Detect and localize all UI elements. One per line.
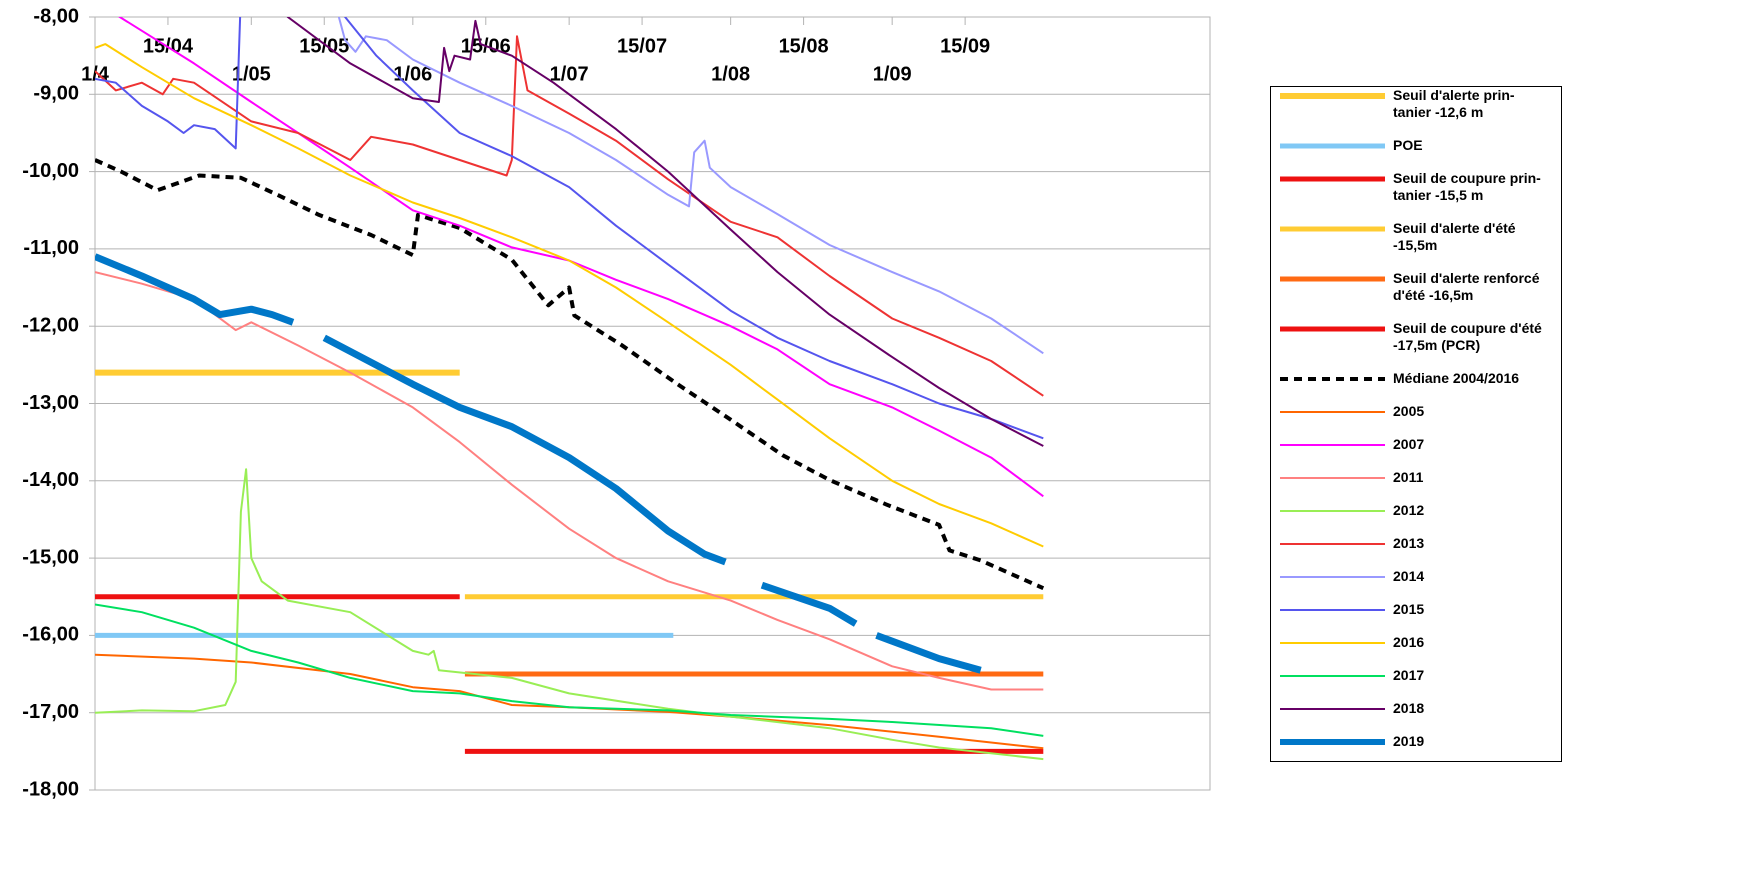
legend-swatch (1280, 510, 1385, 512)
legend-label: 2005 (1393, 403, 1425, 419)
series-line (95, 271, 1044, 691)
series-line (117, 17, 1044, 498)
legend-swatch (1280, 739, 1385, 745)
legend-item: Seuil de coupure d'été -17,5m (PCR) (1271, 320, 1561, 370)
legend-item: 2011 (1271, 469, 1561, 502)
legend-swatch (1280, 543, 1385, 545)
series-line (337, 17, 1044, 355)
series-line (95, 253, 295, 326)
y-tick-label: -15,00 (22, 546, 79, 568)
legend-item: Seuil d'alerte prin- tanier -12,6 m (1271, 87, 1561, 137)
legend-swatch (1280, 276, 1385, 282)
legend-swatch (1280, 444, 1385, 446)
legend-label: 2007 (1393, 436, 1425, 452)
series-line (875, 632, 982, 674)
series-line (95, 653, 1044, 750)
legend-item: 2014 (1271, 568, 1561, 601)
legend-label: Seuil de coupure prin- tanier -15,5 m (1393, 170, 1541, 203)
legend-item: 2015 (1271, 601, 1561, 634)
legend-item: 2013 (1271, 535, 1561, 568)
x-tick-label: 15/05 (299, 35, 349, 57)
legend-label: Seuil de coupure d'été -17,5m (PCR) (1393, 320, 1542, 353)
series-line (322, 334, 727, 566)
legend-label: POE (1393, 137, 1423, 153)
legend-label: 2016 (1393, 634, 1425, 650)
legend-swatch (1280, 411, 1385, 413)
x-tick-label: 15/08 (779, 35, 829, 57)
series-line (95, 158, 1045, 591)
legend-item: 2007 (1271, 436, 1561, 469)
series-line (95, 17, 1044, 440)
y-tick-label: -16,00 (22, 624, 79, 646)
series-line (95, 603, 1044, 737)
legend-item: 2018 (1271, 700, 1561, 733)
x-tick-label: 1/08 (711, 63, 750, 85)
legend-label: 2011 (1393, 469, 1424, 485)
y-tick-label: -10,00 (22, 160, 79, 182)
legend-label: 2014 (1393, 568, 1425, 584)
legend-item: 2005 (1271, 403, 1561, 436)
y-tick-label: -17,00 (22, 701, 79, 723)
x-tick-label: 15/09 (940, 35, 990, 57)
x-tick-label: 1/07 (550, 63, 589, 85)
legend-swatch (1280, 176, 1385, 182)
legend-swatch (1280, 326, 1385, 332)
legend-swatch (1280, 93, 1385, 99)
series-line (95, 468, 1044, 761)
legend-item: Seuil de coupure prin- tanier -15,5 m (1271, 170, 1561, 220)
legend-swatch (1280, 477, 1385, 479)
legend-label: Seuil d'alerte renforcé d'été -16,5m (1393, 270, 1540, 303)
legend-label: 2015 (1393, 601, 1425, 617)
legend-label: Seuil d'alerte prin- tanier -12,6 m (1393, 87, 1515, 120)
series-line (286, 17, 1044, 447)
series-line (95, 35, 1044, 397)
y-tick-label: -18,00 (22, 778, 79, 800)
y-tick-label: -14,00 (22, 469, 79, 491)
x-tick-label: 15/07 (617, 35, 667, 57)
legend-label: 2018 (1393, 700, 1425, 716)
legend-item: 2017 (1271, 667, 1561, 700)
legend-swatch (1280, 143, 1385, 149)
plot-lines (95, 17, 1045, 761)
legend-item: Seuil d'alerte d'été -15,5m (1271, 220, 1561, 270)
legend-item: 2012 (1271, 502, 1561, 535)
legend-label: Médiane 2004/2016 (1393, 370, 1520, 386)
y-tick-label: -9,00 (33, 83, 79, 105)
y-tick-label: -11,00 (23, 237, 79, 259)
y-tick-label: -13,00 (22, 392, 79, 414)
legend-label: 2019 (1393, 733, 1425, 749)
legend-swatch (1280, 576, 1385, 578)
legend-swatch (1280, 226, 1385, 232)
series-line (760, 581, 858, 627)
legend-label: 2017 (1393, 667, 1425, 683)
chart: -18,00 -17,00 -16,00 -15,00 -14,00 -13,00 -12,… (22, 5, 1211, 800)
legend-label: 2012 (1393, 502, 1425, 518)
legend-swatch (1280, 609, 1385, 611)
legend-label: Seuil d'alerte d'été -15,5m (1393, 220, 1516, 253)
legend-swatch (1280, 675, 1385, 677)
legend-label: 2013 (1393, 535, 1425, 551)
legend-item: 2016 (1271, 634, 1561, 667)
x-tick-label: 1/05 (232, 63, 271, 85)
legend-swatch (1280, 377, 1385, 381)
legend-swatch (1280, 642, 1385, 644)
x-tick-label: 1/09 (873, 63, 912, 85)
y-tick-label: -12,00 (22, 314, 79, 336)
legend: Seuil d'alerte prin- tanier -12,6 m POE Se… (1270, 86, 1562, 762)
legend-swatch (1280, 708, 1385, 710)
legend-item: Médiane 2004/2016 (1271, 370, 1561, 403)
legend-item: Seuil d'alerte renforcé d'été -16,5m (1271, 270, 1561, 320)
legend-item: POE (1271, 137, 1561, 170)
legend-item: 2019 (1271, 733, 1561, 766)
series-line (95, 43, 1044, 548)
y-tick-label: -8,00 (33, 5, 79, 27)
